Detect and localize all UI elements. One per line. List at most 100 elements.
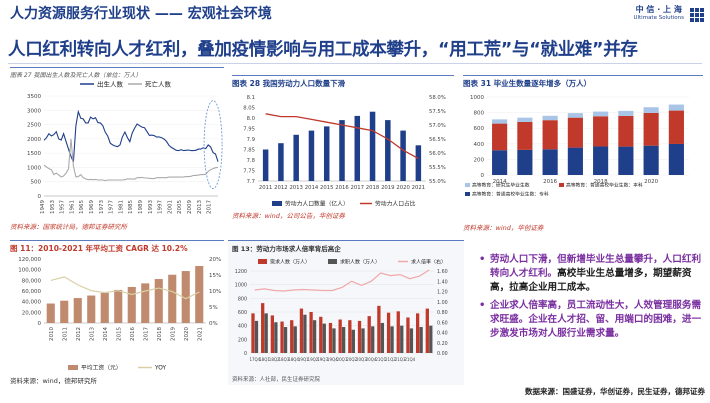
bar — [390, 326, 394, 353]
legend-swatch — [68, 365, 78, 370]
y-tick-label: 80,000 — [22, 278, 42, 284]
y-tick-label: 2000 — [27, 137, 41, 143]
bar — [367, 316, 371, 353]
y2-tick-label: 56.5% — [429, 137, 446, 143]
bar — [409, 328, 414, 353]
panel-wages: 图 11：2010-2021 年平均工资 CAGR 达 10.2% 0 20,00… — [10, 240, 224, 385]
x-tick-label: 1981 — [118, 200, 124, 214]
bar-segment — [492, 150, 508, 175]
bar — [293, 326, 297, 353]
y-tick-label: 40,000 — [22, 300, 42, 306]
bar — [377, 305, 381, 353]
bar — [100, 292, 109, 323]
bar — [114, 289, 123, 323]
bar-segment — [542, 149, 558, 175]
bar — [308, 130, 315, 181]
bar-segment — [492, 123, 508, 151]
bar — [283, 327, 288, 353]
bar — [322, 323, 326, 353]
y-tick-label: 100,000 — [18, 268, 41, 274]
bar — [299, 308, 304, 353]
y-tick-label: 7.9 — [247, 137, 255, 143]
bar — [251, 313, 255, 353]
y-tick-label: 8.1 — [247, 95, 255, 101]
series-line — [43, 138, 219, 182]
x-tick-label: 20Q2 — [346, 357, 357, 362]
key-point-highlight: 劳动人口下滑，但新增毕业生总量攀升，人口红利转向人才红利。 — [490, 254, 702, 279]
bar — [270, 315, 275, 353]
chart-births-deaths: 0 500 1000 1500 2000 2500 3000 3500 1949 1953 1957… — [27, 80, 223, 214]
y2-tick-label: 15% — [209, 273, 221, 279]
x-tick-label: 19Q1 — [298, 357, 309, 362]
legend-label: 出生人数 — [97, 80, 124, 89]
bar — [168, 274, 177, 323]
bar-segment — [668, 110, 684, 144]
x-tick-label: 2021 — [197, 327, 203, 341]
legend-label: YOY — [154, 366, 166, 372]
key-points: • 劳动人口下滑，但新增毕业生总量攀升，人口红利转向人才红利。高校毕业生总量增多… — [478, 253, 703, 345]
x-tick-label: 1993 — [148, 200, 154, 214]
bar-segment — [593, 146, 609, 175]
x-tick-label: 2019 — [381, 185, 394, 191]
legend-label: 高等教育：普通高校毕业生数：专科 — [472, 191, 549, 198]
bar — [73, 298, 82, 323]
y-tick-label: 60,000 — [22, 289, 42, 295]
bar-segment — [668, 104, 684, 111]
y-tick-label: 400 — [474, 142, 485, 148]
bar-segment — [643, 107, 659, 113]
y-tick-label: 120,000 — [18, 257, 41, 263]
y-tick-label: 0 — [38, 321, 42, 327]
y-tick-label: 600 — [238, 310, 247, 316]
x-tick-label: 1961 — [69, 200, 75, 214]
bar — [154, 279, 163, 323]
x-tick-label: 2005 — [177, 200, 183, 214]
bar-segment — [593, 116, 609, 147]
legend-label: 平均工资（元） — [81, 364, 122, 372]
y2-tick-label: 58.0% — [429, 95, 446, 101]
bar — [195, 266, 204, 323]
bar-segment — [618, 146, 634, 175]
x-tick-label: 2009 — [187, 200, 193, 214]
bar — [371, 326, 375, 353]
legend-label: 死亡人数 — [145, 80, 172, 89]
legend-swatch — [559, 183, 564, 187]
bar — [309, 312, 313, 353]
legend-swatch — [328, 259, 337, 264]
y2-tick-label: 1.20 — [437, 290, 448, 296]
bar — [290, 320, 294, 353]
y-tick-label: 3500 — [27, 94, 41, 100]
logo-text-en: Ultimate Solutions — [633, 15, 684, 21]
bar — [127, 286, 136, 323]
y2-tick-label: 55.5% — [429, 165, 446, 171]
y2-tick-label: 1.60 — [437, 269, 448, 275]
chart-wages: 0 20,000 40,000 60,000 80,000 100,000 120,000 0… — [18, 257, 221, 372]
y2-tick-label: 0% — [209, 321, 218, 327]
x-tick-label: 2018 — [157, 327, 163, 341]
bar — [348, 320, 352, 353]
x-tick-label: 2010 — [49, 327, 55, 341]
x-tick-label: 1953 — [50, 200, 56, 214]
x-tick-label: 2013 — [289, 185, 302, 191]
x-tick-label: 2018 — [366, 185, 380, 191]
bar-segment — [517, 117, 533, 122]
bar — [415, 313, 420, 353]
y-tick-label: 1000 — [235, 283, 247, 289]
x-tick-label: 2021 — [412, 185, 425, 191]
panel-title: 图表 28 我国劳动力人口数量下滑 — [232, 79, 346, 88]
x-tick-label: 1977 — [109, 200, 115, 214]
x-tick-label: 2011 — [62, 327, 68, 341]
x-tick-label: 18Q4 — [288, 357, 299, 362]
y-tick-label: 20,000 — [22, 310, 42, 316]
panel-title: 图 11：2010-2021 年平均工资 CAGR 达 10.2% — [10, 244, 188, 253]
x-tick-label: 2001 — [167, 200, 173, 214]
legend-swatch — [465, 192, 470, 196]
bar-segment — [542, 115, 558, 121]
bar-segment — [492, 119, 508, 124]
y-tick-label: 1200 — [235, 269, 247, 275]
x-tick-label: 2012 — [76, 327, 82, 341]
series-line — [265, 113, 419, 160]
panel-title: 图表 27 我国出生人数及死亡人数（单位：万人） — [10, 72, 142, 79]
bar — [141, 283, 150, 323]
footer-sources: 数据来源：国盛证券，华创证券，民生证券，德邦证券 — [525, 387, 705, 396]
y-tick-label: 7.8 — [247, 158, 256, 164]
